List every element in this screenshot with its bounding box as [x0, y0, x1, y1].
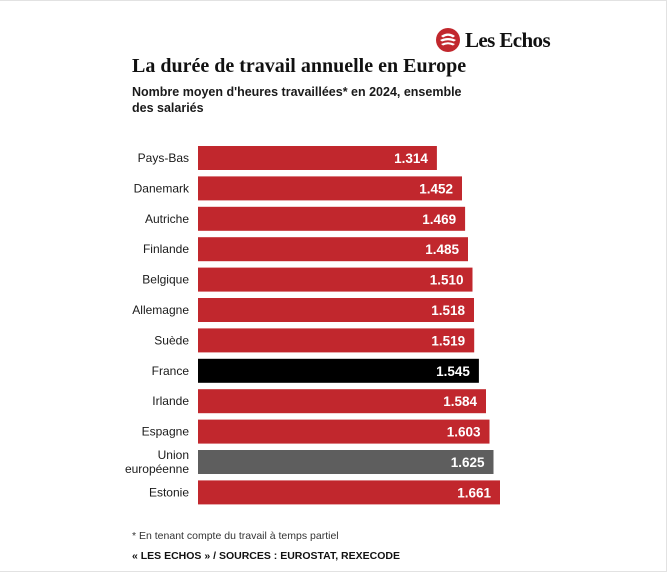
value-label-estonie: 1.661 — [457, 485, 491, 500]
bar-pays-bas — [198, 146, 437, 170]
footnote: * En tenant compte du travail à temps pa… — [132, 530, 339, 542]
value-label-danemark: 1.452 — [419, 181, 453, 196]
category-label-finlande: Finlande — [143, 242, 189, 256]
category-label-suede: Suède — [154, 333, 189, 347]
category-label-autriche: Autriche — [145, 212, 189, 226]
value-label-union-europeenne: 1.625 — [451, 455, 485, 470]
category-label-pays-bas: Pays-Bas — [138, 151, 189, 165]
category-label-irlande: Irlande — [152, 394, 189, 408]
les-echos-logo: Les Echos — [436, 27, 551, 52]
bar-estonie — [198, 480, 500, 505]
source-credit: « LES ECHOS » / SOURCES : EUROSTAT, REXE… — [132, 550, 400, 562]
bar-union-europeenne — [198, 450, 494, 474]
category-label-espagne: Espagne — [142, 425, 190, 439]
les-echos-logo-icon — [436, 28, 460, 52]
value-label-autriche: 1.469 — [422, 212, 456, 227]
value-label-suede: 1.519 — [431, 333, 465, 348]
bar-suede — [198, 328, 475, 353]
category-label-union-europeenne: Union européenne — [125, 448, 189, 476]
bar-finlande — [198, 237, 468, 262]
value-label-belgique: 1.510 — [430, 273, 464, 288]
category-label-estonie: Estonie — [149, 485, 189, 499]
les-echos-logo-text: Les Echos — [465, 27, 551, 52]
bar-espagne — [198, 419, 490, 444]
bar-autriche — [198, 206, 466, 231]
category-label-belgique: Belgique — [142, 273, 189, 287]
chart-title: La durée de travail annuelle en Europe — [132, 55, 467, 77]
category-label-france: France — [152, 364, 190, 378]
bar-chart: Pays-Bas 1.314 Danemark 1.452 Autriche 1.469 F… — [125, 146, 500, 505]
value-label-allemagne: 1.518 — [431, 303, 465, 318]
chart-subtitle: Nombre moyen d'heures travaillées* en 20… — [132, 85, 462, 115]
value-label-espagne: 1.603 — [447, 425, 481, 440]
value-label-pays-bas: 1.314 — [394, 151, 428, 166]
value-label-irlande: 1.584 — [443, 394, 477, 409]
value-label-france: 1.545 — [436, 364, 470, 379]
category-label-allemagne: Allemagne — [132, 303, 189, 317]
value-label-finlande: 1.485 — [425, 242, 459, 257]
bar-france — [198, 358, 479, 383]
category-label-danemark: Danemark — [134, 181, 190, 195]
bar-allemagne — [198, 298, 474, 322]
bar-belgique — [198, 267, 473, 292]
bar-danemark — [198, 176, 462, 201]
bar-irlande — [198, 389, 486, 414]
